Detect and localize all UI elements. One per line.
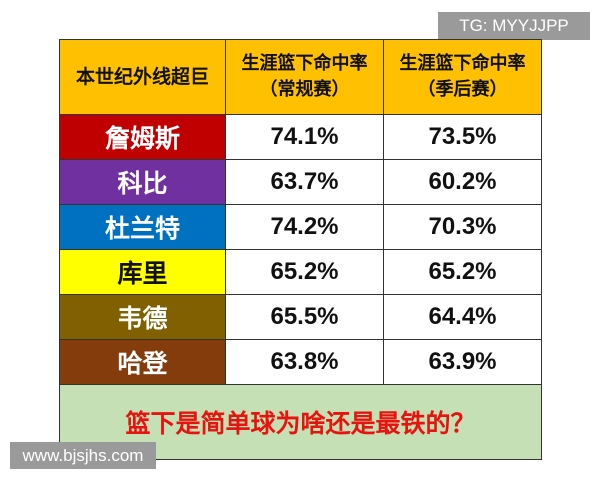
- table-row: 詹姆斯 74.1% 73.5%: [59, 114, 542, 160]
- header-playoffs-subtitle: （季后赛）: [417, 79, 508, 100]
- playoffs-rate: 70.3%: [383, 204, 542, 250]
- table-row: 科比 63.7% 60.2%: [59, 159, 542, 205]
- site-watermark: www.bjsjhs.com: [10, 442, 156, 469]
- tg-watermark: TG: MYYJJPP: [438, 12, 590, 40]
- regular-rate: 63.7%: [225, 159, 384, 205]
- header-row: 本世纪外线超巨 生涯篮下命中率 （常规赛） 生涯篮下命中率 （季后赛）: [59, 39, 542, 115]
- regular-rate: 65.2%: [225, 249, 384, 295]
- regular-rate: 74.1%: [225, 114, 384, 160]
- header-playoffs-col: 生涯篮下命中率 （季后赛）: [383, 39, 542, 115]
- table-row: 杜兰特 74.2% 70.3%: [59, 204, 542, 250]
- stats-table: 本世纪外线超巨 生涯篮下命中率 （常规赛） 生涯篮下命中率 （季后赛） 詹姆斯 …: [59, 39, 542, 460]
- table-row: 韦德 65.5% 64.4%: [59, 294, 542, 340]
- header-playoffs-title: 生涯篮下命中率: [399, 53, 526, 74]
- table-row: 哈登 63.8% 63.9%: [59, 339, 542, 385]
- table-row: 库里 65.2% 65.2%: [59, 249, 542, 295]
- header-regular-col: 生涯篮下命中率 （常规赛）: [225, 39, 384, 115]
- header-regular-title: 生涯篮下命中率: [241, 53, 368, 74]
- header-regular-subtitle: （常规赛）: [259, 79, 350, 100]
- player-name: 哈登: [59, 339, 226, 385]
- playoffs-rate: 65.2%: [383, 249, 542, 295]
- playoffs-rate: 64.4%: [383, 294, 542, 340]
- player-name: 杜兰特: [59, 204, 226, 250]
- regular-rate: 63.8%: [225, 339, 384, 385]
- playoffs-rate: 73.5%: [383, 114, 542, 160]
- player-name: 韦德: [59, 294, 226, 340]
- playoffs-rate: 60.2%: [383, 159, 542, 205]
- player-name: 库里: [59, 249, 226, 295]
- regular-rate: 74.2%: [225, 204, 384, 250]
- regular-rate: 65.5%: [225, 294, 384, 340]
- header-player-col: 本世纪外线超巨: [59, 39, 226, 115]
- playoffs-rate: 63.9%: [383, 339, 542, 385]
- player-name: 詹姆斯: [59, 114, 226, 160]
- player-name: 科比: [59, 159, 226, 205]
